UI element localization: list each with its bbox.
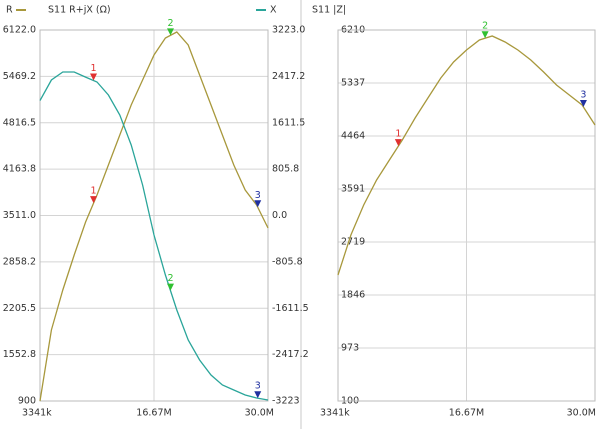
y2-tick-label: 0.0 [272, 210, 287, 221]
y-tick-label: 5337 [341, 78, 365, 89]
y-tick-label: 973 [341, 342, 359, 353]
series-line [39, 31, 269, 402]
y2-tick-label: 2417.2 [272, 71, 305, 82]
marker-label: 1 [91, 186, 97, 197]
marker-label: 3 [255, 381, 261, 392]
y2-tick-label: -3223 [272, 396, 300, 407]
y-tick-label: 1846 [341, 289, 365, 300]
series-line [337, 35, 596, 276]
y-tick-label: 4464 [341, 131, 365, 142]
x-tick-label: 30.0M [567, 408, 596, 419]
y-tick-label: 5469.2 [3, 71, 36, 82]
x-tick-label: 30.0M [245, 408, 274, 419]
plot-frame [337, 29, 596, 402]
x-tick-label: 16.67M [136, 408, 171, 419]
y2-tick-label: -1611.5 [272, 303, 309, 314]
y2-tick-label: -805.8 [272, 256, 303, 267]
marker [167, 28, 175, 36]
marker-label: 1 [395, 129, 401, 140]
y2-tick-label: 1611.5 [272, 117, 305, 128]
y-tick-label: 1552.8 [3, 349, 36, 360]
series-line [39, 71, 269, 401]
marker [394, 139, 402, 147]
marker-label: 3 [255, 190, 261, 201]
chart-title: S11 |Z| [312, 5, 346, 16]
marker [254, 391, 262, 399]
y-tick-label: 900 [18, 396, 36, 407]
marker [90, 73, 98, 81]
x-tick-label: 3341k [22, 408, 52, 419]
y2-tick-label: 805.8 [272, 164, 299, 175]
marker-label: 1 [91, 63, 97, 74]
y-tick-label: 2205.5 [3, 303, 36, 314]
y-tick-label: 6122.0 [3, 25, 36, 36]
legend-label: X [270, 5, 277, 16]
y2-tick-label: 3223.0 [272, 25, 305, 36]
y-tick-label: 4163.8 [3, 164, 36, 175]
y-tick-label: 4816.5 [3, 117, 36, 128]
y-tick-label: 2858.2 [3, 256, 36, 267]
marker-label: 2 [482, 21, 488, 32]
y-tick-label: 2719 [341, 236, 365, 247]
chart-title: S11 R+jX (Ω) [48, 5, 111, 16]
marker [481, 31, 489, 39]
marker-label: 3 [580, 89, 586, 100]
y-tick-label: 3511.0 [3, 210, 36, 221]
plot-frame [39, 29, 269, 402]
marker-label: 2 [167, 18, 173, 29]
legend-label: R [6, 5, 13, 16]
x-tick-label: 16.67M [449, 408, 484, 419]
marker [167, 283, 175, 291]
marker [254, 200, 262, 208]
marker [90, 196, 98, 204]
y2-tick-label: -2417.2 [272, 349, 309, 360]
x-tick-label: 3341k [320, 408, 350, 419]
marker-label: 2 [167, 273, 173, 284]
marker [579, 99, 587, 107]
y-tick-label: 3591 [341, 184, 365, 195]
